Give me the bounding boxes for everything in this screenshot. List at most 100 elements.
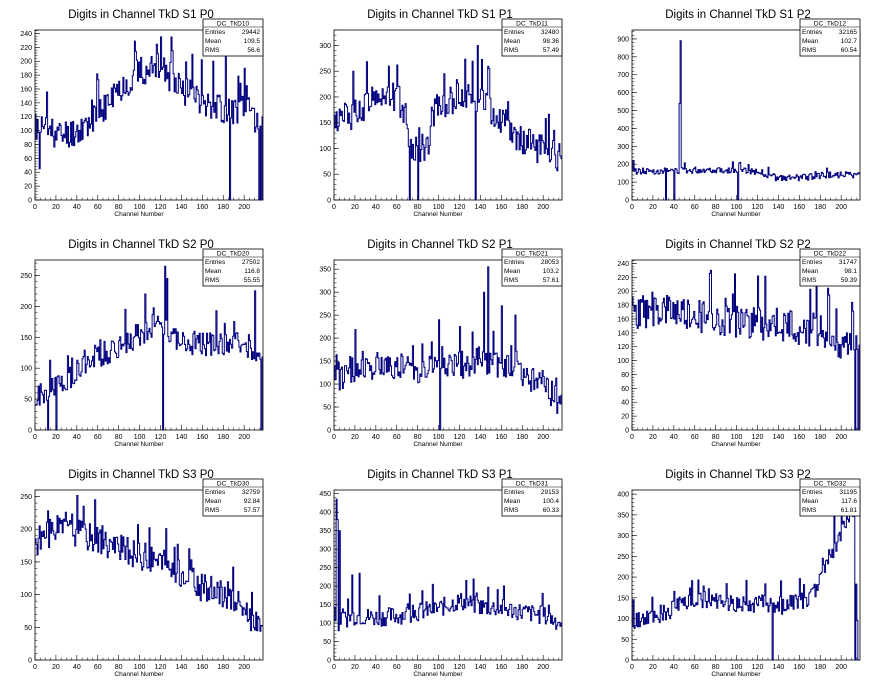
stats-value: 27502 — [242, 259, 260, 266]
y-tick-label: 200 — [20, 527, 32, 534]
stats-value: 92.84 — [244, 498, 261, 505]
y-tick-label: 160 — [617, 316, 629, 323]
y-tick-label: 160 — [20, 86, 32, 93]
chart-title: Digits in Channel TkD S2 P1 — [367, 239, 513, 251]
stats-box-frame — [202, 18, 264, 57]
x-tick-label: 140 — [176, 204, 188, 211]
chart-title: Digits in Channel TkD S2 P0 — [68, 239, 214, 251]
x-tick-label: 120 — [454, 434, 466, 441]
x-axis: 0 20 40 60 80 100 120 140 160 180 200 Channel Numbe… — [332, 195, 560, 218]
stats-name: DC_TkD31 — [516, 481, 549, 488]
y-tick-label: 200 — [319, 336, 331, 343]
x-tick-label: 20 — [52, 434, 60, 441]
histogram-panel: Digits in Channel TkD S2 P0 0 20 40 60 80 100 1… — [20, 239, 264, 448]
x-tick-label: 80 — [414, 204, 422, 211]
y-tick-label: 50 — [24, 397, 32, 404]
x-tick-label: 200 — [835, 204, 847, 211]
y-tick-label: 300 — [319, 290, 331, 297]
stats-label: Mean — [205, 498, 222, 505]
x-tick-label: 40 — [670, 204, 678, 211]
y-axis: 0 50 100 150 200 250 — [20, 262, 40, 435]
y-tick-label: 40 — [621, 400, 629, 407]
stats-value: 57.57 — [244, 507, 261, 514]
y-tick-label: 0 — [327, 198, 331, 205]
stats-label: Entries — [504, 29, 525, 36]
x-tick-label: 0 — [33, 664, 37, 671]
y-tick-label: 200 — [20, 304, 32, 311]
x-tick-label: 0 — [332, 434, 336, 441]
x-tick-label: 100 — [731, 434, 743, 441]
y-tick-label: 200 — [20, 59, 32, 66]
x-tick-label: 180 — [814, 664, 826, 671]
y-tick-label: 300 — [319, 43, 331, 50]
stats-label: Entries — [504, 489, 525, 496]
y-tick-label: 100 — [617, 358, 629, 365]
y-tick-label: 150 — [20, 335, 32, 342]
stats-label: RMS — [504, 277, 519, 284]
x-tick-label: 20 — [52, 204, 60, 211]
x-tick-label: 160 — [793, 664, 805, 671]
y-tick-label: 120 — [20, 114, 32, 121]
x-tick-label: 0 — [630, 434, 634, 441]
x-tick-label: 20 — [649, 664, 657, 671]
stats-value: 61.81 — [841, 507, 858, 514]
x-tick-label: 140 — [176, 434, 188, 441]
plot-frame — [631, 29, 861, 201]
stats-box-frame — [799, 18, 861, 57]
x-tick-label: 80 — [712, 204, 720, 211]
x-axis: 0 20 40 60 80 100 120 140 160 180 200 Channel Numbe… — [630, 425, 858, 448]
stats-label: Entries — [802, 259, 823, 266]
y-axis: 0 50 100 150 200 250 300 350 — [319, 259, 339, 435]
x-tick-label: 160 — [196, 434, 208, 441]
x-axis: 0 20 40 60 80 100 120 140 160 180 200 Channel Numbe… — [33, 195, 261, 218]
stats-value: 59.39 — [841, 277, 858, 284]
x-tick-label: 140 — [773, 204, 785, 211]
stats-value: 98.1 — [844, 268, 857, 275]
y-tick-label: 0 — [625, 198, 629, 205]
y-tick-label: 240 — [617, 261, 629, 268]
y-tick-label: 350 — [319, 267, 331, 274]
y-tick-label: 100 — [20, 128, 32, 135]
y-axis: 0 100 200 300 400 500 600 700 800 900 — [617, 31, 637, 205]
x-tick-label: 0 — [33, 434, 37, 441]
x-tick-label: 160 — [495, 204, 507, 211]
histogram-panel: Digits in Channel TkD S3 P1 0 20 40 60 80 100 1… — [319, 469, 563, 678]
y-tick-label: 80 — [621, 372, 629, 379]
stats-label: RMS — [802, 47, 817, 54]
stats-value: 32759 — [242, 489, 260, 496]
histogram-series — [35, 495, 263, 632]
stats-label: Mean — [205, 268, 222, 275]
y-tick-label: 150 — [617, 595, 629, 602]
stats-value: 57.61 — [543, 277, 560, 284]
y-tick-label: 20 — [24, 184, 32, 191]
y-tick-label: 80 — [24, 142, 32, 149]
y-axis: 0 50 100 150 200 250 300 — [319, 29, 339, 205]
x-tick-label: 20 — [52, 664, 60, 671]
stats-value: 116.8 — [244, 268, 260, 275]
stats-value: 29153 — [541, 489, 559, 496]
stats-value: 100.4 — [543, 498, 560, 505]
x-tick-label: 120 — [752, 434, 764, 441]
stats-box-frame — [202, 248, 264, 287]
x-tick-label: 200 — [238, 664, 250, 671]
y-tick-label: 240 — [20, 31, 32, 38]
chart-title: Digits in Channel TkD S1 P1 — [367, 9, 513, 21]
x-tick-label: 160 — [793, 434, 805, 441]
x-tick-label: 200 — [238, 434, 250, 441]
x-tick-label: 0 — [332, 664, 336, 671]
x-tick-label: 200 — [537, 204, 549, 211]
histogram-series — [35, 36, 263, 201]
chart-title: Digits in Channel TkD S2 P2 — [665, 239, 811, 251]
y-tick-label: 50 — [621, 637, 629, 644]
plot-frame — [631, 489, 861, 661]
x-axis-label: Channel Number — [711, 211, 761, 218]
stats-box-frame — [799, 478, 861, 517]
x-tick-label: 180 — [516, 664, 528, 671]
x-tick-label: 140 — [773, 664, 785, 671]
histogram-series — [632, 493, 860, 661]
stats-box-frame — [501, 248, 563, 287]
stats-label: Entries — [802, 489, 823, 496]
